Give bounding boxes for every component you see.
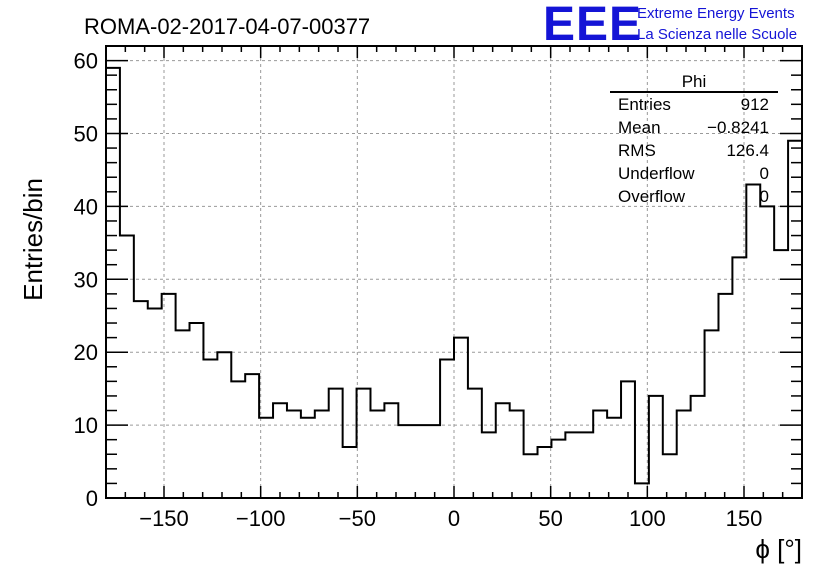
histogram-bin [412,425,426,498]
stats-box: Phi Entries 912 Mean −0.8241 RMS 126.4 Underfl… [610,72,778,206]
histogram-bin [384,403,398,498]
y-tick-label: 0 [86,486,98,511]
x-tick-label: −150 [139,506,189,531]
histogram-bin [482,432,496,498]
histogram-bin [203,359,217,498]
stats-rows: Entries 912 Mean −0.8241 RMS 126.4 Underflow 0 O… [618,95,769,206]
histogram-bin [217,352,231,498]
histogram-bin [593,411,607,498]
histogram-bin [621,381,635,498]
histogram-bin [496,403,510,498]
histogram-bin [148,308,162,498]
histogram-bin [120,236,134,498]
histogram-bin [190,323,204,498]
histogram-bin [538,447,552,498]
logo-line-2: La Scienza nelle Scuole [637,26,797,43]
y-tick-label: 20 [74,340,98,365]
histogram-line [105,66,803,498]
histogram-bin [524,454,538,498]
histogram-bin [259,418,273,498]
y-tick-label: 40 [74,194,98,219]
histogram-bin [162,294,176,498]
histogram-bin [357,389,371,498]
plot-title: ROMA-02-2017-04-07-00377 [84,14,370,39]
y-tick-label: 30 [74,267,98,292]
histogram-bin [774,250,788,498]
stats-box-title: Phi [682,72,707,91]
histogram-bin [245,374,259,498]
histogram-bin [426,425,440,498]
histogram-bin [315,411,329,498]
y-tick-labels: 0 10 20 30 40 50 60 [74,49,98,511]
y-tick-label: 10 [74,413,98,438]
histogram-bin [273,403,287,498]
stats-row-label: Mean [618,118,661,137]
y-tick-label: 60 [74,49,98,74]
stats-row-value: −0.8241 [707,118,769,137]
histogram-bin [691,396,705,498]
y-tick-label: 50 [74,121,98,146]
x-tick-label: −50 [339,506,376,531]
stats-row-label: RMS [618,141,656,160]
histogram-bin [287,411,301,498]
histogram-bin [718,294,732,498]
histogram-bin [663,454,677,498]
x-tick-label: −100 [236,506,286,531]
histogram-bin [343,447,357,498]
histogram-bin [329,389,343,498]
stats-row-label: Underflow [618,164,695,183]
histogram-bin [579,432,593,498]
axis-ticks [106,45,802,499]
histogram-bin [301,418,315,498]
stats-row-value: 126.4 [726,141,769,160]
stats-row-value: 912 [741,95,769,114]
x-tick-label: 100 [629,506,666,531]
stats-row-label: Overflow [618,187,686,206]
histogram-bin [551,440,565,498]
histogram-bin [607,418,621,498]
logo-line-1: Extreme Energy Events [637,5,795,22]
x-tick-labels: −150 −100 −50 0 50 100 150 [139,506,762,531]
x-axis-label: ϕ [°] [755,534,802,564]
histogram-bin [134,301,148,498]
x-tick-label: 150 [726,506,763,531]
histogram-bin [231,381,245,498]
histogram-bin [440,359,454,498]
histogram-bin [398,425,412,498]
x-tick-label: 0 [448,506,460,531]
histogram-bin [746,185,760,498]
stats-row-value: 0 [760,187,769,206]
histogram-bin [788,141,802,498]
histogram-bin [565,432,579,498]
eee-logo-mark: EEE [543,0,642,51]
histogram-bin [176,330,190,498]
y-axis-label: Entries/bin [18,178,48,301]
x-tick-label: 50 [538,506,562,531]
histogram-bin [705,330,719,498]
histogram-bin [732,257,746,498]
histogram-bin [510,411,524,498]
histogram-bin [649,396,663,498]
histogram-bin [760,206,774,498]
histogram-bin [106,68,120,498]
histogram-bin [454,338,468,498]
histogram-bin [677,411,691,498]
stats-row-label: Entries [618,95,671,114]
stats-row-value: 0 [760,164,769,183]
histogram-bin [468,389,482,498]
histogram-bin [370,411,384,498]
